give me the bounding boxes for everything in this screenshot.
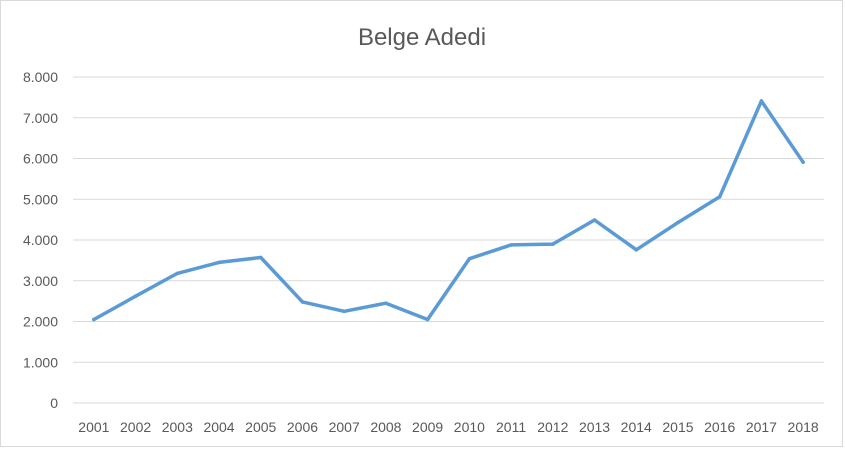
data-point [509, 243, 513, 247]
data-point [592, 218, 597, 222]
data-point [425, 317, 430, 322]
data-point [342, 309, 346, 314]
data-point [759, 99, 764, 103]
y-tick-label: 5.000 [23, 191, 58, 207]
y-tick-label: 6.000 [23, 151, 58, 167]
x-tick-label: 2017 [746, 419, 777, 435]
series-lines [92, 99, 805, 322]
x-tick-label: 2009 [412, 419, 443, 435]
x-tick-label: 2012 [537, 419, 568, 435]
x-tick-label: 2015 [662, 419, 693, 435]
data-point [133, 294, 138, 299]
x-tick-label: 2016 [704, 419, 735, 435]
series-line-0 [92, 99, 805, 322]
x-tick-label: 2002 [120, 419, 151, 435]
data-point [467, 256, 472, 261]
x-tick-label: 2011 [496, 419, 526, 435]
x-tick-label: 2003 [162, 419, 193, 435]
y-tick-label: 4.000 [23, 232, 58, 248]
x-tick-label: 2005 [245, 419, 276, 435]
data-point [217, 260, 221, 265]
data-point [801, 160, 805, 164]
gridlines [73, 76, 824, 404]
data-point [258, 255, 263, 260]
data-point [384, 301, 388, 305]
y-tick-label: 1.000 [23, 354, 58, 370]
y-tick-label: 8.000 [23, 69, 58, 85]
chart-title: Belge Adedi [358, 24, 486, 51]
y-tick-label: 7.000 [23, 110, 58, 126]
x-tick-label: 2018 [788, 419, 819, 435]
x-axis-ticks: 2001 2002 2003 2004 2005 2006 2007 2008 2009 2010… [78, 419, 819, 435]
x-tick-label: 2007 [329, 419, 360, 435]
y-axis-ticks: 0 1.000 2.000 3.000 4.000 5.000 6.000 7.000 8.00… [23, 69, 58, 411]
x-tick-label: 2008 [370, 419, 401, 435]
x-tick-label: 2001 [78, 419, 109, 435]
data-point [717, 195, 722, 199]
data-point [551, 242, 555, 246]
y-tick-label: 0 [50, 395, 58, 411]
data-point [634, 247, 639, 252]
data-point [676, 220, 680, 225]
x-tick-label: 2004 [203, 419, 234, 435]
x-tick-label: 2010 [454, 419, 485, 435]
x-tick-label: 2006 [287, 419, 318, 435]
data-point [92, 317, 96, 322]
y-tick-label: 3.000 [23, 273, 58, 289]
data-point [175, 271, 180, 276]
x-tick-label: 2013 [579, 419, 610, 435]
x-tick-label: 2014 [621, 419, 652, 435]
y-tick-label: 2.000 [23, 314, 58, 330]
data-point [300, 300, 305, 304]
